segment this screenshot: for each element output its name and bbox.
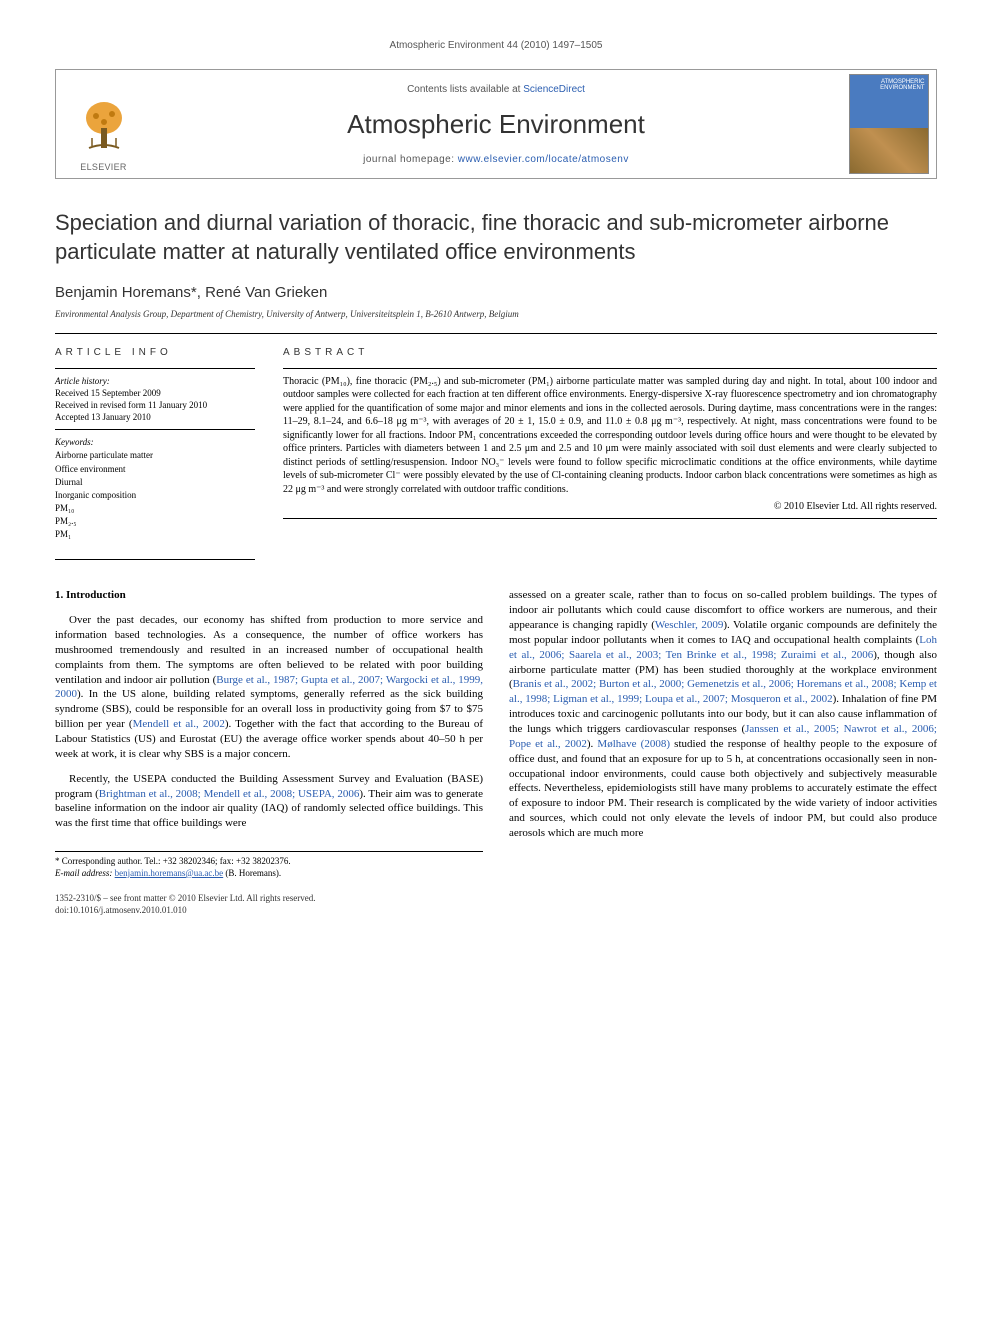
footer: 1352-2310/$ – see front matter © 2010 El… [55, 893, 937, 916]
body-column-left: 1. Introduction Over the past decades, o… [55, 588, 483, 879]
keyword: Airborne particulate matter [55, 449, 255, 461]
section-heading: 1. Introduction [55, 588, 483, 603]
masthead-center: Contents lists available at ScienceDirec… [151, 70, 841, 178]
accepted-date: Accepted 13 January 2010 [55, 411, 255, 423]
cover-image-icon [850, 128, 928, 173]
journal-homepage-line: journal homepage: www.elsevier.com/locat… [363, 154, 629, 165]
doi-line: doi:10.1016/j.atmosenv.2010.01.010 [55, 905, 937, 917]
keyword: Office environment [55, 463, 255, 475]
info-divider-2 [55, 429, 255, 430]
elsevier-tree-icon [74, 98, 134, 158]
keywords-list: Airborne particulate matter Office envir… [55, 449, 255, 540]
author-email-link[interactable]: benjamin.horemans@ua.ac.be [115, 868, 224, 878]
keyword: Inorganic composition [55, 489, 255, 501]
received-date: Received 15 September 2009 [55, 387, 255, 399]
body-columns: 1. Introduction Over the past decades, o… [55, 588, 937, 879]
citation-link[interactable]: Mendell et al., 2002 [133, 718, 225, 730]
contents-available-line: Contents lists available at ScienceDirec… [407, 84, 585, 95]
journal-cover-thumbnail: ATMOSPHERIC ENVIRONMENT [849, 74, 929, 174]
journal-cover-block: ATMOSPHERIC ENVIRONMENT [841, 70, 936, 178]
revised-date: Received in revised form 11 January 2010 [55, 399, 255, 411]
history-label: Article history: [55, 375, 255, 387]
abstract-text: Thoracic (PM₁₀), fine thoracic (PM₂.₅) a… [283, 375, 937, 497]
article-info-heading: ARTICLE INFO [55, 346, 255, 360]
cover-title: ATMOSPHERIC ENVIRONMENT [880, 79, 924, 91]
body-paragraph: assessed on a greater scale, rather than… [509, 588, 937, 840]
body-column-right: assessed on a greater scale, rather than… [509, 588, 937, 879]
publisher-logo-block: ELSEVIER [56, 70, 151, 178]
abstract-heading: ABSTRACT [283, 346, 937, 360]
keyword: PM₂.₅ [55, 515, 255, 527]
abstract-divider [283, 368, 937, 369]
journal-title: Atmospheric Environment [347, 109, 645, 140]
article-info-column: ARTICLE INFO Article history: Received 1… [55, 346, 255, 541]
keyword: PM₁₀ [55, 502, 255, 514]
abstract-divider-bottom [283, 518, 937, 519]
email-suffix: (B. Horemans). [223, 868, 281, 878]
authors: Benjamin Horemans*, René Van Grieken [55, 284, 937, 301]
cover-title-line2: ENVIRONMENT [880, 85, 924, 91]
keyword: PM₁ [55, 528, 255, 540]
issn-line: 1352-2310/$ – see front matter © 2010 El… [55, 893, 937, 905]
citation-link[interactable]: Mølhave (2008) [597, 738, 670, 750]
affiliation: Environmental Analysis Group, Department… [55, 309, 937, 319]
body-paragraph: Over the past decades, our economy has s… [55, 613, 483, 761]
abstract-column: ABSTRACT Thoracic (PM₁₀), fine thoracic … [283, 346, 937, 541]
sciencedirect-link[interactable]: ScienceDirect [523, 84, 585, 95]
info-divider-1 [55, 368, 255, 369]
divider-top [55, 333, 937, 334]
body-text: studied the response of healthy people t… [509, 738, 937, 839]
masthead: ELSEVIER Contents lists available at Sci… [55, 69, 937, 179]
email-label: E-mail address: [55, 868, 115, 878]
journal-homepage-link[interactable]: www.elsevier.com/locate/atmosenv [458, 154, 629, 165]
footnotes: * Corresponding author. Tel.: +32 382023… [55, 851, 483, 879]
body-text: ). [587, 738, 598, 750]
citation-link[interactable]: Weschler, 2009 [655, 619, 723, 631]
citation-link[interactable]: Brightman et al., 2008; Mendell et al., … [99, 788, 360, 800]
info-abstract-row: ARTICLE INFO Article history: Received 1… [55, 346, 937, 541]
publisher-name: ELSEVIER [80, 162, 126, 172]
contents-prefix: Contents lists available at [407, 84, 523, 95]
running-head: Atmospheric Environment 44 (2010) 1497–1… [55, 40, 937, 51]
abstract-copyright: © 2010 Elsevier Ltd. All rights reserved… [283, 500, 937, 514]
email-line: E-mail address: benjamin.horemans@ua.ac.… [55, 868, 483, 880]
corresponding-author: * Corresponding author. Tel.: +32 382023… [55, 856, 483, 868]
info-bottom-divider [55, 559, 255, 560]
keyword: Diurnal [55, 476, 255, 488]
keywords-label: Keywords: [55, 436, 255, 448]
article-title: Speciation and diurnal variation of thor… [55, 209, 937, 266]
body-paragraph: Recently, the USEPA conducted the Buildi… [55, 772, 483, 831]
homepage-prefix: journal homepage: [363, 154, 458, 165]
